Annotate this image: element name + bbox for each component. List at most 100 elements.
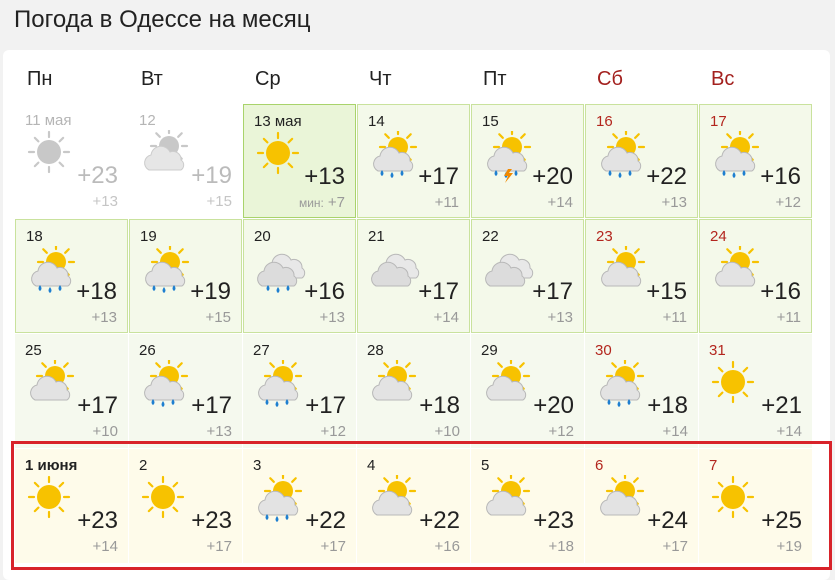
day-label: 7: [709, 457, 718, 474]
low-temp: +13: [319, 309, 345, 326]
day-label: 24: [710, 228, 727, 245]
high-temp: +17: [418, 163, 459, 190]
day-cell: 30 +18 +14: [585, 334, 698, 448]
weather-icon: [600, 360, 645, 407]
low-temp: +17: [662, 538, 688, 555]
day-cell: 19 +19 +15: [129, 219, 242, 333]
high-temp: +16: [760, 278, 801, 305]
high-temp: +16: [760, 163, 801, 190]
day-cell: 29 +20 +12: [471, 334, 584, 448]
low-temp-row: +14: [663, 423, 688, 440]
weather-icon: [144, 360, 189, 407]
day-label: 19: [140, 228, 157, 245]
weather-icon: [486, 360, 531, 401]
high-temp: +20: [533, 392, 574, 419]
low-temp: +12: [548, 423, 574, 440]
low-temp: +10: [434, 423, 460, 440]
low-temp: +11: [662, 309, 687, 326]
low-temp: +14: [662, 423, 688, 440]
weather-icon: [372, 475, 417, 516]
low-temp: +10: [92, 423, 118, 440]
weekday-header: Ср: [255, 68, 281, 90]
high-temp: +16: [304, 278, 345, 305]
day-label: 11 мая: [25, 112, 72, 129]
low-temp: +11: [434, 194, 459, 211]
high-temp: +17: [532, 278, 573, 305]
page-title: Погода в Одессе на месяц: [14, 6, 311, 33]
weekday-header: Вс: [711, 68, 735, 90]
low-temp-row: +12: [321, 423, 346, 440]
low-temp-row: +18: [549, 538, 574, 555]
low-temp: +12: [775, 194, 801, 211]
weather-icon: [30, 360, 75, 401]
high-temp: +18: [76, 278, 117, 305]
weather-icon: [372, 360, 417, 401]
day-cell: 5 +23 +18: [471, 449, 584, 563]
day-label: 30: [595, 342, 612, 359]
day-label: 5: [481, 457, 490, 474]
low-temp: +14: [547, 194, 573, 211]
weather-icon: [601, 131, 646, 178]
day-label: 14: [368, 113, 385, 130]
low-prefix: мин:: [298, 196, 324, 210]
day-cell: 27 +17 +12: [243, 334, 356, 448]
weather-icon: [601, 246, 646, 287]
day-label: 22: [482, 228, 499, 245]
low-temp-row: +12: [776, 194, 801, 211]
weekday-header: Чт: [369, 68, 392, 90]
high-temp: +23: [533, 507, 574, 534]
low-temp: +17: [320, 538, 346, 555]
weather-icon: [258, 360, 303, 407]
weather-icon: [711, 360, 755, 404]
low-temp-row: +13: [548, 309, 573, 326]
low-temp-row: +13: [662, 194, 687, 211]
day-cell: 17 +16 +12: [699, 104, 812, 218]
high-temp: +23: [191, 507, 232, 534]
day-cell: 6 +24 +17: [585, 449, 698, 563]
day-cell: 7 +25 +19: [699, 449, 812, 563]
day-label: 6: [595, 457, 604, 474]
low-temp-row: +14: [434, 309, 459, 326]
day-cell: 13 мая +13 мин: +7: [243, 104, 356, 218]
low-temp: +13: [206, 423, 232, 440]
weekday-header: Пн: [27, 68, 53, 90]
high-temp: +17: [77, 392, 118, 419]
low-temp-row: +17: [663, 538, 688, 555]
high-temp: +23: [77, 162, 118, 189]
weather-icon: [258, 475, 303, 522]
day-label: 15: [482, 113, 499, 130]
low-temp: +14: [433, 309, 459, 326]
day-label: 25: [25, 342, 42, 359]
low-temp-row: +11: [435, 194, 459, 211]
high-temp: +22: [646, 163, 687, 190]
low-temp-row: +10: [435, 423, 460, 440]
day-label: 2: [139, 457, 148, 474]
day-cell: 22 +17 +13: [471, 219, 584, 333]
high-temp: +19: [191, 162, 232, 189]
high-temp: +19: [190, 278, 231, 305]
day-label: 21: [368, 228, 385, 245]
low-temp: +14: [776, 423, 802, 440]
low-temp: +13: [92, 193, 118, 210]
weather-icon: [31, 246, 76, 293]
low-temp-row: +14: [548, 194, 573, 211]
high-temp: +17: [305, 392, 346, 419]
weather-icon: [711, 475, 755, 519]
low-temp-row: +17: [321, 538, 346, 555]
low-temp-row: +17: [207, 538, 232, 555]
day-cell: 26 +17 +13: [129, 334, 242, 448]
high-temp: +17: [191, 392, 232, 419]
day-label: 16: [596, 113, 613, 130]
low-temp-row: +16: [435, 538, 460, 555]
day-label: 13 мая: [254, 113, 302, 130]
low-temp-row: мин: +7: [299, 194, 345, 211]
weekday-header: Вт: [141, 68, 163, 90]
day-label: 3: [253, 457, 262, 474]
weather-icon: [600, 475, 645, 516]
day-label: 23: [596, 228, 613, 245]
low-temp: +19: [776, 538, 802, 555]
day-cell: 20 +16 +13: [243, 219, 356, 333]
low-temp: +15: [205, 309, 231, 326]
low-temp-row: +11: [663, 309, 687, 326]
